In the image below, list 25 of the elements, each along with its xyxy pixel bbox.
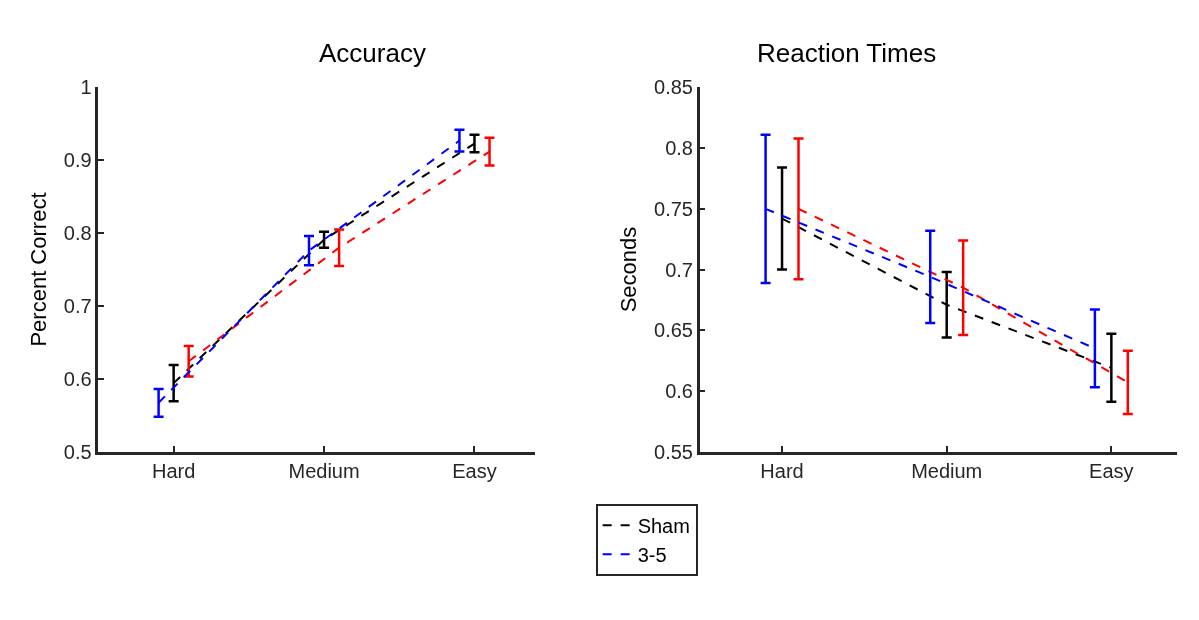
y-axis-title: Seconds: [615, 226, 641, 313]
x-tick-label: Hard: [760, 460, 804, 483]
x-tick-label: Hard: [151, 460, 196, 483]
y-tick-label: 0.7: [665, 258, 693, 281]
legend-label: 3-5: [637, 543, 667, 566]
legend-label: Sham: [637, 514, 690, 537]
y-tick-label: 0.6: [63, 367, 92, 390]
y-tick-label: 0.7: [63, 294, 92, 317]
y-tick-label: 1: [80, 76, 92, 99]
y-axis-title: Percent Correct: [25, 192, 51, 347]
y-tick-label: 0.8: [63, 222, 92, 245]
chart-title: Reaction Times: [757, 38, 937, 68]
x-tick-label: Medium: [288, 460, 360, 483]
y-tick-label: 0.9: [63, 149, 92, 172]
x-tick-label: Easy: [452, 460, 497, 483]
y-tick-label: 0.85: [654, 76, 693, 99]
x-tick-label: Easy: [1089, 460, 1134, 483]
y-tick-label: 0.5: [63, 440, 92, 463]
y-tick-label: 0.8: [665, 137, 693, 160]
y-tick-label: 0.55: [654, 440, 693, 463]
y-tick-label: 0.65: [654, 319, 693, 342]
y-tick-label: 0.6: [665, 379, 693, 402]
y-tick-label: 0.75: [654, 197, 693, 220]
x-tick-label: Medium: [911, 460, 983, 483]
chart-title: Accuracy: [319, 38, 426, 68]
